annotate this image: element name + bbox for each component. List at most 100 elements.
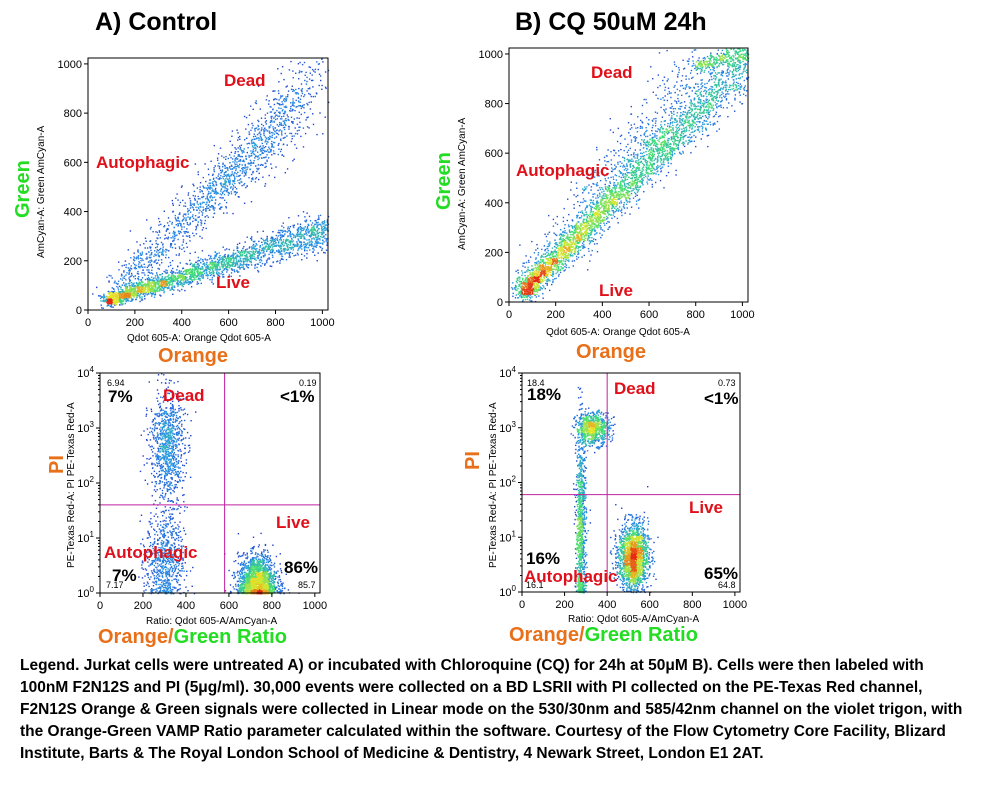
event-point [215,182,217,184]
event-point [133,252,135,254]
event-point [254,102,257,104]
event-point [270,265,273,268]
event-point [144,285,147,288]
event-point [293,118,295,120]
event-point [166,229,168,231]
event-point [201,276,203,278]
event-point [144,291,146,293]
event-point [690,123,692,125]
event-point [303,228,305,230]
event-point [204,163,206,165]
event-point [254,248,256,250]
event-point [147,293,149,295]
event-point [318,73,321,75]
event-point [318,63,320,65]
event-point [158,283,160,285]
event-point [278,115,281,117]
event-point [137,256,139,258]
event-point [179,280,182,282]
event-point [227,178,229,180]
event-point [316,239,319,241]
event-point [120,296,122,298]
event-point [288,217,290,219]
event-point [234,162,236,164]
event-point [283,122,285,125]
event-point [261,249,263,252]
event-point [291,110,294,112]
event-point [292,102,294,104]
event-point [320,235,322,238]
event-point [324,229,327,231]
event-point [106,276,108,278]
event-point [137,273,140,275]
event-point [281,130,283,132]
event-point [168,250,170,252]
event-point [121,265,123,267]
event-point [308,232,310,234]
event-point [217,153,220,155]
event-point [219,208,222,210]
event-point [232,212,234,215]
event-point [275,245,277,247]
event-point [199,203,201,205]
event-point [563,252,565,254]
event-point [186,228,188,230]
event-point [207,192,210,195]
event-point [551,258,554,261]
event-point [325,249,328,251]
event-point [660,168,662,170]
event-point [686,119,688,121]
event-point [187,208,189,210]
event-point [215,260,217,263]
event-point [256,248,258,250]
event-point [294,236,296,239]
event-point [286,239,288,241]
event-point [300,107,302,110]
event-point [236,270,238,272]
event-point [215,181,217,183]
event-point [139,297,141,299]
event-point [721,99,723,102]
event-point [312,123,315,126]
event-point [696,116,698,118]
event-point [133,293,135,296]
panel-b-title: B) CQ 50uM 24h [515,8,707,36]
event-point [292,90,294,93]
event-point [138,291,140,293]
event-point [611,191,613,193]
event-point [140,279,143,281]
event-point [127,300,129,302]
event-point [218,162,220,165]
event-point [151,281,153,283]
event-point [300,231,302,233]
event-point [158,251,160,254]
event-point [264,183,267,185]
event-point [637,185,639,187]
event-point [319,75,322,77]
event-point [236,173,238,175]
event-point [169,246,172,248]
event-point [725,95,727,97]
event-point [111,296,114,298]
event-point [210,206,212,208]
event-point [134,287,137,289]
event-point [260,136,262,139]
event-point [236,261,238,264]
event-point [177,238,179,241]
event-point [251,162,253,164]
event-point [310,230,312,232]
event-point [169,277,172,280]
event-point [211,273,213,276]
event-point [234,177,236,180]
event-point [306,90,308,92]
event-point [310,79,313,82]
event-point [283,230,285,232]
event-point [717,72,719,74]
event-point [192,232,194,234]
event-point [286,238,288,240]
event-point [233,262,236,264]
event-point [123,282,125,284]
event-point [612,210,614,212]
event-point [167,281,169,283]
event-point [312,95,314,98]
